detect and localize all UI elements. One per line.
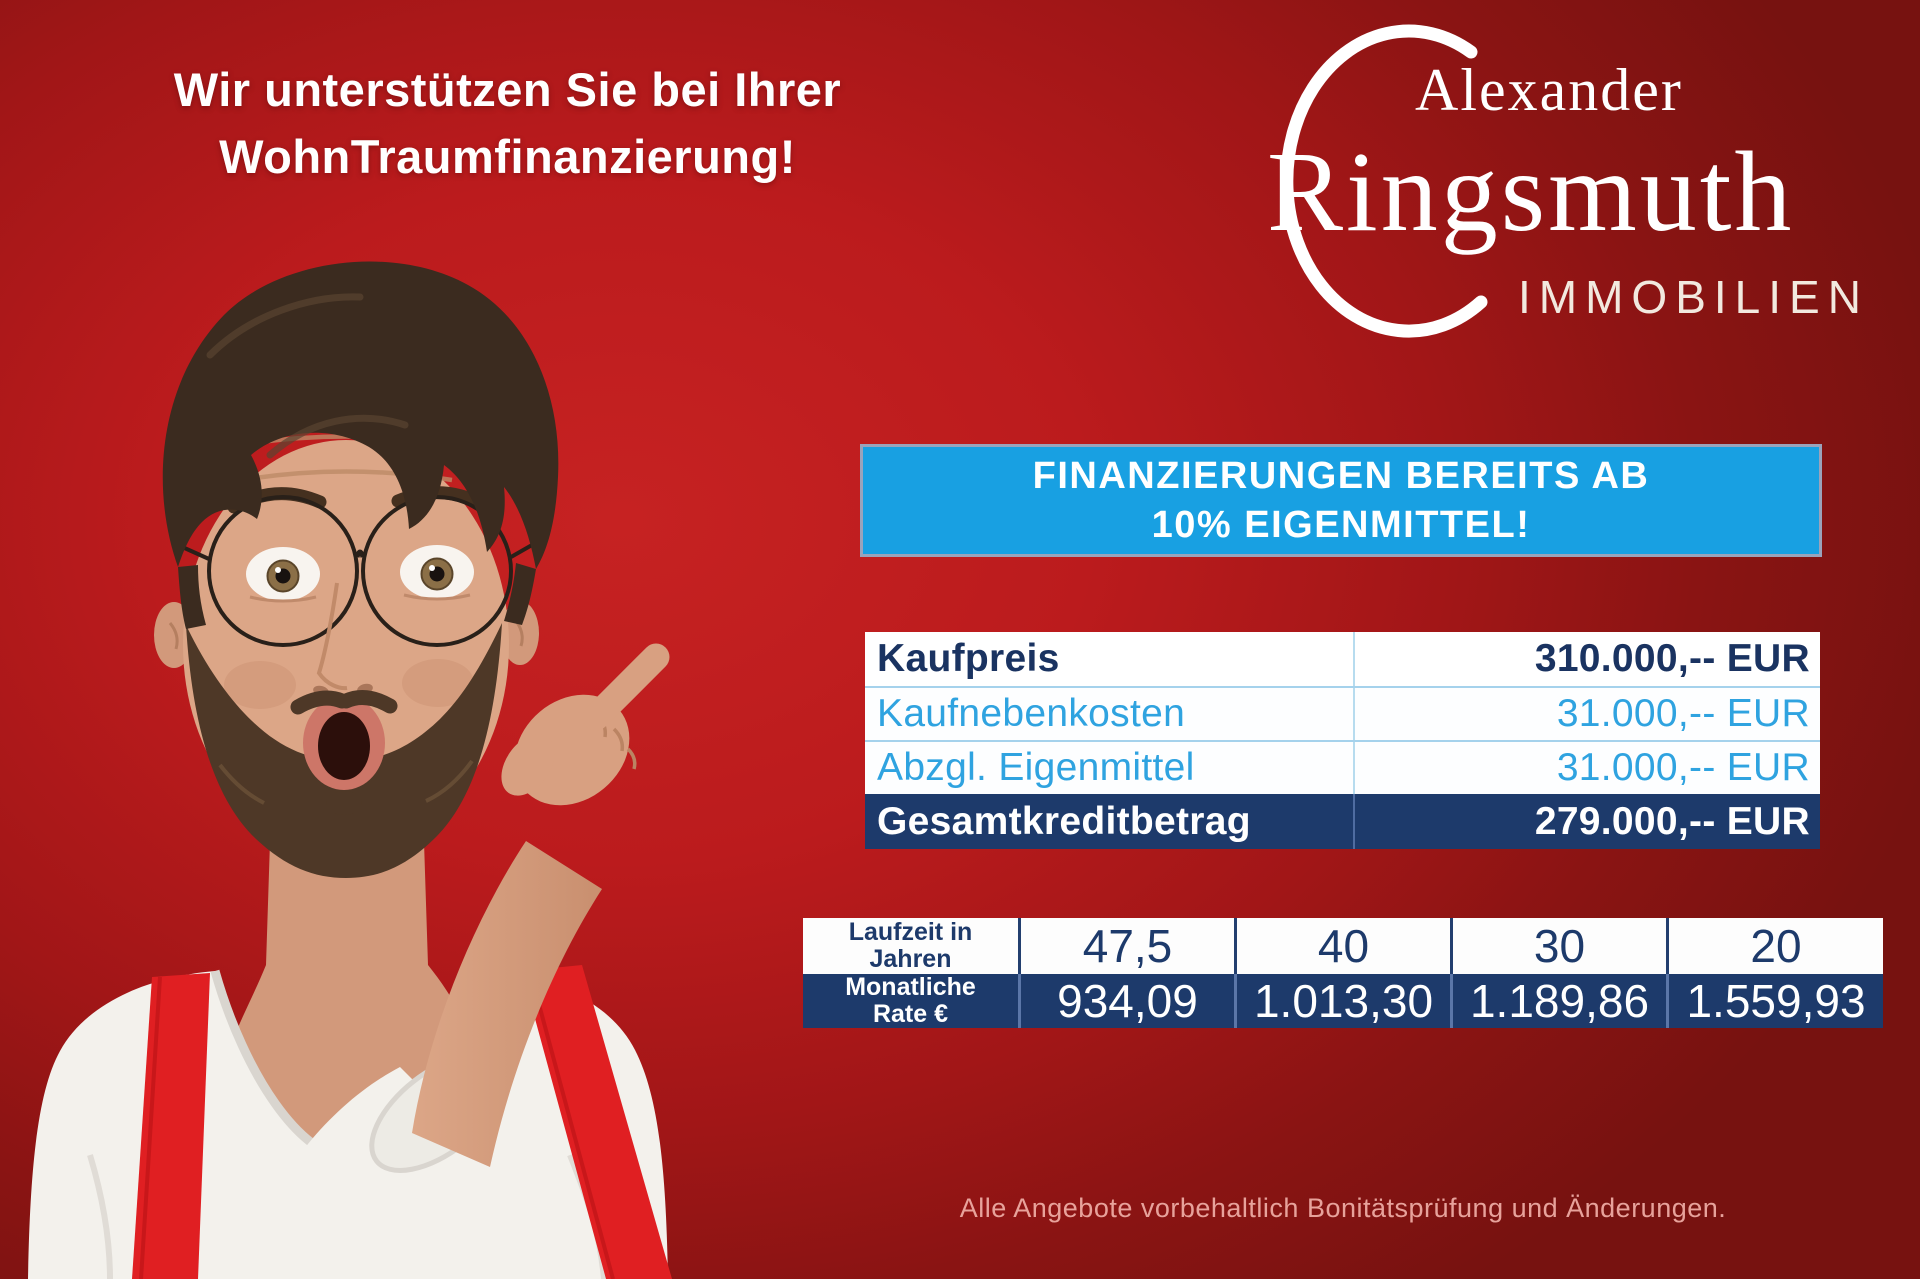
rate-term-header: Laufzeit in Jahren	[803, 918, 1018, 974]
headline: Wir unterstützen Sie bei Ihrer WohnTraum…	[25, 56, 990, 190]
finance-row-value: 279.000,-- EUR	[1353, 794, 1820, 849]
finance-row-label: Kaufpreis	[877, 637, 1060, 680]
finance-row-label: Kaufnebenkosten	[877, 692, 1186, 735]
logo-ring-icon	[1280, 24, 1488, 338]
finance-table: Kaufpreis 310.000,-- EUR Kaufnebenkosten…	[865, 632, 1820, 849]
logo-tagline: IMMOBILIEN	[1518, 271, 1869, 323]
finance-row-kaufpreis: Kaufpreis 310.000,-- EUR	[865, 632, 1820, 686]
finance-row-value: 31.000,-- EUR	[1353, 742, 1820, 794]
logo-last-name: Ringsmuth	[1267, 128, 1795, 255]
disclaimer-text: Alle Angebote vorbehaltlich Bonitätsprüf…	[959, 1193, 1727, 1223]
finance-row-kaufnebenkosten: Kaufnebenkosten 31.000,-- EUR	[865, 686, 1820, 740]
offer-banner-line1: FINANZIERUNGEN BEREITS AB	[1032, 454, 1650, 497]
rate-rate-value: 1.559,93	[1666, 974, 1883, 1028]
offer-banner: FINANZIERUNGEN BEREITS AB 10% EIGENMITTE…	[860, 444, 1822, 557]
brand-logo: Alexander Ringsmuth IMMOBILIEN	[1215, 8, 1915, 353]
finance-row-gesamtkreditbetrag: Gesamtkreditbetrag 279.000,-- EUR	[865, 794, 1820, 849]
rate-rate-value: 1.013,30	[1234, 974, 1450, 1028]
person-illustration	[28, 261, 672, 1279]
rate-rate-value: 1.189,86	[1450, 974, 1666, 1028]
finance-row-value: 310.000,-- EUR	[1353, 632, 1820, 686]
rate-rate-header: Monatliche Rate €	[803, 974, 1018, 1028]
finance-row-eigenmittel: Abzgl. Eigenmittel 31.000,-- EUR	[865, 740, 1820, 794]
logo-first-name: Alexander	[1415, 57, 1683, 123]
finance-row-value: 31.000,-- EUR	[1353, 688, 1820, 740]
rate-rate-value: 934,09	[1018, 974, 1234, 1028]
rate-term-value: 30	[1450, 918, 1666, 974]
headline-line1: Wir unterstützen Sie bei Ihrer	[173, 63, 842, 116]
finance-row-label: Gesamtkreditbetrag	[877, 799, 1251, 843]
finance-row-label: Abzgl. Eigenmittel	[877, 746, 1195, 789]
rate-term-value: 20	[1666, 918, 1883, 974]
rate-term-value: 40	[1234, 918, 1450, 974]
rate-term-value: 47,5	[1018, 918, 1234, 974]
offer-banner-line2: 10% EIGENMITTEL!	[1151, 503, 1531, 546]
rate-table: Laufzeit in Jahren 47,5 40 30 20 Monatli…	[803, 918, 1883, 1028]
headline-line2: WohnTraumfinanzierung!	[219, 130, 796, 183]
